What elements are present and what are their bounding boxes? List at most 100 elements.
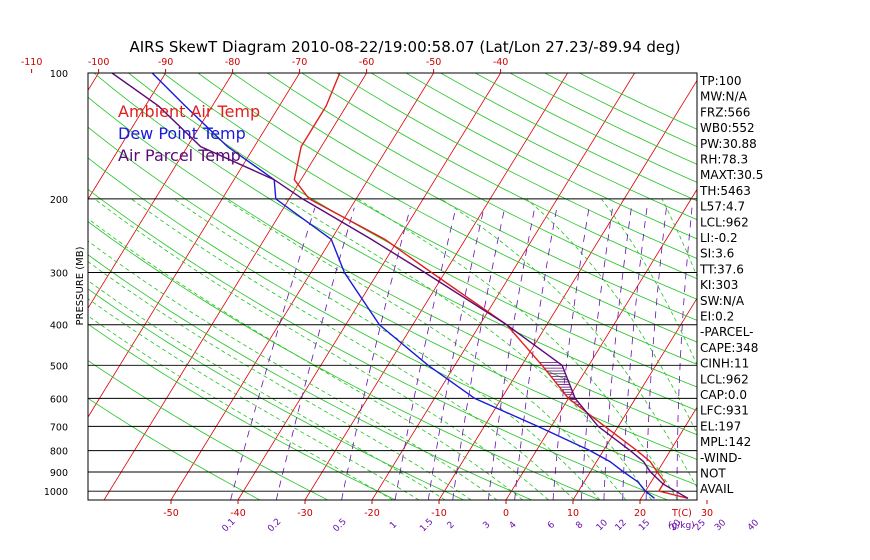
- chart-title: AIRS SkewT Diagram 2010-08-22/19:00:58.0…: [129, 38, 680, 56]
- mixing-ratio-tick-label: 0.2: [266, 517, 283, 534]
- mixing-ratio-tick-label: 3: [481, 520, 492, 531]
- isotherm-line: [304, 73, 568, 500]
- index-item: NOT: [700, 467, 726, 481]
- index-item: KI:303: [700, 278, 738, 292]
- bottom-temp-tick-label: -10: [431, 508, 447, 519]
- top-temp-tick-label: -50: [426, 57, 442, 68]
- bottom-temp-tick-label: 30: [701, 508, 713, 519]
- index-item: L57:4.7: [700, 200, 745, 214]
- dry-adiabat-line: [440, 73, 697, 202]
- mixing-ratio-tick-label: 15: [637, 518, 652, 533]
- dry-adiabat-line: [509, 73, 697, 165]
- isotherm-line: [371, 73, 635, 500]
- index-item: -PARCEL-: [700, 325, 754, 339]
- index-item: TP:100: [699, 74, 742, 88]
- dry-adiabat-line: [88, 221, 600, 500]
- isotherm-line: [0, 73, 32, 500]
- pressure-tick-label: 700: [50, 422, 68, 433]
- isotherm-line: [572, 297, 697, 500]
- mixing-ratio-line: [341, 207, 411, 500]
- mixing-ratio-line: [676, 207, 693, 500]
- series-line-ambient-air-temp: [293, 73, 689, 499]
- isotherm-line: [88, 73, 300, 418]
- dry-adiabat-line: [93, 73, 697, 412]
- pressure-tick-label: 400: [50, 321, 68, 332]
- mixing-ratio-tick-label: 1.5: [418, 517, 435, 534]
- dry-adiabat-line: [232, 73, 697, 321]
- mixing-ratio-line: [230, 207, 316, 500]
- mixing-ratio-tick-label: 25: [693, 518, 708, 533]
- bottom-temp-tick-label: -40: [230, 508, 246, 519]
- isotherm-line: [103, 73, 367, 500]
- legend: Ambient Air Temp Dew Point Temp Air Parcel…: [118, 102, 260, 165]
- top-temp-tick-label: -40: [493, 57, 509, 68]
- grid-layer: [0, 73, 870, 500]
- legend-entry: Ambient Air Temp: [118, 102, 260, 121]
- pressure-tick-label: 800: [50, 447, 68, 458]
- isotherm-line: [170, 73, 434, 500]
- moist-adiabat-line: [88, 218, 524, 500]
- isotherm-line: [639, 406, 697, 500]
- moist-adiabat-line: [131, 198, 575, 500]
- index-item: FRZ:566: [700, 105, 750, 119]
- moist-adiabat-line: [526, 198, 697, 434]
- index-item: CINH:11: [700, 357, 749, 371]
- index-item: TH:5463: [699, 184, 751, 198]
- dry-adiabat-line: [197, 73, 697, 343]
- mixing-ratio-tick-label: 0.1: [221, 517, 238, 534]
- mixing-ratio-tick-label: 0.5: [332, 517, 349, 534]
- mixing-ratio-tick-label: 40: [746, 518, 761, 533]
- top-temp-tick-label: -70: [292, 57, 308, 68]
- moist-adiabat-line: [173, 198, 601, 500]
- dry-adiabat-line: [301, 73, 697, 280]
- bottom-temp-tick-label: -30: [297, 508, 313, 519]
- mixing-ratio-line: [488, 207, 536, 500]
- pressure-tick-label: 100: [50, 69, 68, 80]
- moist-adiabat-line: [600, 198, 697, 366]
- isotherm-line: [841, 73, 870, 500]
- mixing-ratio-line: [622, 207, 648, 500]
- index-item: SI:3.6: [700, 247, 734, 261]
- isotherm-line: [237, 73, 501, 500]
- index-item: EI:0.2: [700, 310, 734, 324]
- isotherm-line: [88, 73, 166, 200]
- mixing-ratio-line: [275, 207, 355, 500]
- mixing-ratio-line: [514, 207, 558, 500]
- pressure-tick-label: 1000: [44, 487, 68, 498]
- mixing-ratio-tick-label: 4: [508, 520, 519, 531]
- dry-adiabat-line: [162, 73, 697, 365]
- dry-adiabat-line: [88, 188, 668, 500]
- mixing-ratio-line: [603, 207, 632, 500]
- x-axis-label: T(C): [671, 508, 692, 519]
- index-item: LCL:962: [700, 215, 749, 229]
- top-temp-tick-label: -100: [88, 57, 110, 68]
- index-item: LCL:962: [700, 372, 749, 386]
- pressure-tick-label: 900: [50, 468, 68, 479]
- index-item: LFC:931: [700, 404, 749, 418]
- bottom-temp-tick-label: 0: [503, 508, 509, 519]
- mixing-ratio-tick-label: 1: [388, 520, 399, 531]
- curves-layer: [111, 73, 689, 499]
- dry-adiabat-line: [88, 254, 532, 500]
- bottom-temp-tick-label: 10: [567, 508, 579, 519]
- mixing-ratio-tick-label: 2: [446, 520, 457, 531]
- moist-adiabat-line: [284, 198, 653, 500]
- bottom-temp-tick-label: -50: [163, 508, 179, 519]
- y-axis-label: PRESSURE (MB): [75, 246, 86, 325]
- dry-adiabat-line: [336, 73, 697, 259]
- dry-adiabat-line: [88, 323, 396, 500]
- top-temp-tick-label: -90: [158, 57, 174, 68]
- mixing-ratio-tick-label: 30: [713, 518, 728, 533]
- mixing-ratio-line: [552, 207, 590, 500]
- pressure-tick-label: 200: [50, 195, 68, 206]
- index-item: EL:197: [700, 419, 741, 433]
- bottom-temp-tick-label: -20: [364, 508, 380, 519]
- mixing-ratio-tick-label: 12: [614, 518, 629, 533]
- dry-adiabat-line: [88, 360, 329, 500]
- top-temp-tick-label: -80: [225, 57, 241, 68]
- mixing-ratio-unit-label: (g/kg): [668, 521, 695, 531]
- index-item: PW:30.88: [700, 137, 757, 151]
- index-item: LI:-0.2: [700, 231, 738, 245]
